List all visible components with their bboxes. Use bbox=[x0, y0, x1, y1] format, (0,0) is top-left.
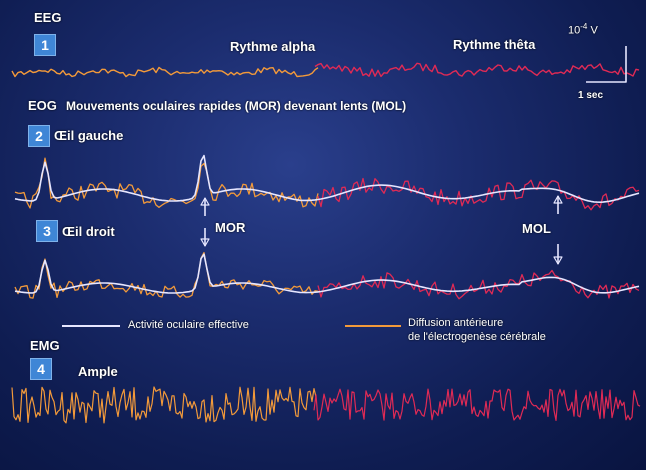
legend-effective-label: Activité oculaire effective bbox=[128, 319, 249, 331]
mol-label: MOL bbox=[522, 221, 551, 236]
left-eye-number-badge: 2 bbox=[28, 125, 50, 147]
mor-arrow-down-head bbox=[200, 238, 210, 247]
left-eye-label: Œil gauche bbox=[54, 128, 124, 143]
voltage-scale-label: 10-4 V bbox=[568, 22, 598, 37]
right-eye-effective-trace bbox=[14, 253, 640, 294]
mol-arrow-down-head bbox=[553, 256, 563, 265]
eeg-theta-trace bbox=[314, 62, 640, 78]
eeg-alpha-trace bbox=[11, 66, 319, 78]
emg-number-badge: 4 bbox=[30, 358, 52, 380]
eeg-number-badge: 1 bbox=[34, 34, 56, 56]
right-eye-number-badge: 3 bbox=[36, 220, 58, 242]
left-eye-effective-trace bbox=[14, 154, 640, 203]
legend-diffusion-swatch bbox=[345, 325, 401, 327]
emg-label: EMG bbox=[30, 338, 60, 353]
eeg-label: EEG bbox=[34, 10, 62, 25]
legend-effective-swatch bbox=[62, 325, 120, 327]
right-eye-eog-trace bbox=[14, 251, 319, 299]
time-scale-label: 1 sec bbox=[578, 90, 604, 101]
legend-diffusion-line2: de l'électrogenèse cérébrale bbox=[408, 331, 546, 343]
legend-diffusion-line1: Diffusion antérieure bbox=[408, 317, 504, 329]
scale-bar bbox=[586, 46, 627, 83]
right-eye-label: Œil droit bbox=[62, 224, 115, 239]
eog-title: Mouvements oculaires rapides (MOR) deven… bbox=[66, 99, 407, 113]
emg-trace-red bbox=[313, 388, 641, 421]
mol-arrow-up-head bbox=[553, 195, 563, 204]
mor-arrow-up-head bbox=[200, 197, 210, 206]
left-eye-eog-theta-trace bbox=[317, 177, 640, 211]
right-eye-eog-theta-trace bbox=[317, 269, 640, 300]
rhythm-theta-label: Rythme thêta bbox=[453, 37, 536, 52]
ample-label: Ample bbox=[78, 364, 118, 379]
eog-label: EOG bbox=[28, 98, 57, 113]
mor-label: MOR bbox=[215, 220, 246, 235]
rhythm-alpha-label: Rythme alpha bbox=[230, 39, 316, 54]
emg-trace-orange bbox=[11, 386, 317, 424]
